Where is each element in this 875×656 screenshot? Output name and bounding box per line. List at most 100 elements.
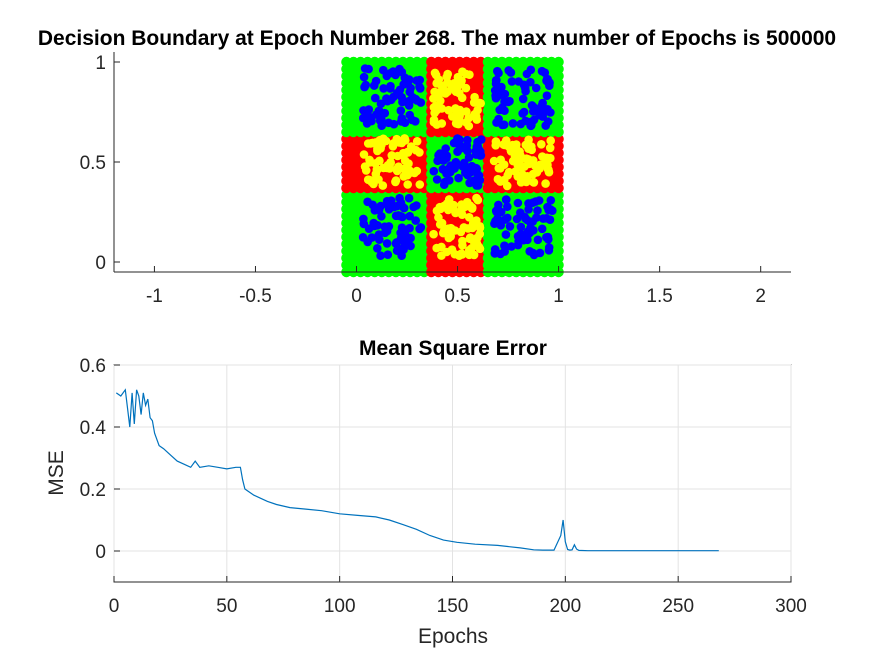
- sample-point: [528, 248, 538, 258]
- sample-point: [544, 167, 554, 177]
- sample-point: [500, 97, 509, 106]
- sample-point: [498, 120, 507, 130]
- sample-point: [406, 83, 415, 93]
- sample-point: [518, 109, 527, 118]
- sample-point: [507, 242, 516, 251]
- sample-point: [434, 213, 443, 222]
- sample-point: [437, 251, 446, 260]
- sample-point: [391, 176, 401, 185]
- sample-point: [541, 121, 550, 130]
- bottom-x-tick-label: 200: [549, 596, 581, 617]
- sample-point: [491, 137, 501, 146]
- sample-point: [546, 153, 555, 163]
- sample-point: [378, 181, 388, 190]
- sample-point: [466, 234, 475, 244]
- sample-point: [542, 91, 552, 100]
- sample-point: [472, 181, 481, 190]
- sample-point: [359, 72, 369, 82]
- sample-point: [415, 180, 425, 189]
- sample-point: [493, 174, 503, 184]
- sample-point: [546, 196, 556, 205]
- sample-point: [531, 83, 541, 93]
- sample-point: [459, 158, 469, 168]
- sample-point: [501, 230, 511, 239]
- sample-point: [379, 84, 388, 93]
- sample-point: [404, 101, 414, 110]
- sample-point: [467, 161, 477, 171]
- sample-point: [465, 250, 474, 260]
- bottom-y-tick-label: 0.2: [80, 480, 106, 501]
- sample-point: [493, 204, 503, 214]
- bottom-y-axis-label: MSE: [45, 450, 68, 496]
- sample-point: [404, 193, 414, 203]
- sample-point: [398, 244, 407, 253]
- top-x-tick-label: -1: [146, 286, 163, 307]
- top-y-tick-label: 0: [95, 253, 106, 274]
- sample-point: [394, 162, 403, 171]
- top-y-tick-label: 1: [95, 53, 106, 74]
- sample-point: [404, 159, 413, 168]
- sample-point: [472, 216, 481, 225]
- bottom-y-tick-label: 0: [95, 542, 106, 563]
- top-x-ticks: -1 -0.5 0 0.5 1 1.5 2: [146, 266, 766, 307]
- sample-point: [470, 109, 480, 119]
- sample-point: [376, 99, 386, 109]
- sample-point: [501, 195, 511, 204]
- sample-point: [373, 221, 382, 230]
- sample-point: [443, 69, 453, 79]
- sample-point: [375, 116, 385, 125]
- sample-point: [411, 216, 421, 225]
- sample-point: [496, 249, 505, 259]
- sample-point: [516, 229, 526, 239]
- sample-point: [533, 235, 543, 245]
- sample-point: [538, 98, 547, 108]
- bottom-x-tick-label: 250: [662, 596, 694, 617]
- sample-point: [412, 76, 421, 85]
- sample-point: [438, 165, 448, 174]
- sample-point: [491, 93, 501, 103]
- sample-point: [542, 233, 551, 242]
- sample-point: [373, 144, 382, 153]
- sample-point: [412, 137, 422, 146]
- sample-point: [533, 206, 542, 215]
- sample-point: [447, 245, 457, 254]
- sample-point: [391, 239, 401, 248]
- sample-point: [506, 147, 516, 156]
- sample-point: [537, 224, 547, 234]
- sample-point: [396, 106, 406, 115]
- sample-point: [416, 223, 426, 232]
- sample-point: [518, 94, 528, 104]
- bottom-y-ticks: 0 0.2 0.4 0.6: [80, 356, 120, 563]
- sample-point: [526, 77, 535, 87]
- sample-point: [520, 212, 529, 222]
- sample-point: [519, 80, 529, 90]
- sample-point: [363, 197, 372, 207]
- sample-point: [441, 144, 451, 153]
- sample-point: [493, 66, 502, 76]
- sample-point: [436, 96, 445, 106]
- sample-point: [489, 156, 499, 166]
- sample-point: [383, 250, 393, 259]
- sample-point: [387, 151, 397, 160]
- sample-point: [396, 198, 406, 207]
- sample-point: [545, 143, 555, 153]
- sample-point: [490, 219, 499, 228]
- sample-point: [397, 226, 407, 235]
- sample-point: [461, 168, 470, 177]
- sample-point: [535, 164, 545, 173]
- sample-point: [543, 202, 552, 212]
- sample-point: [444, 233, 454, 243]
- sample-point: [362, 119, 372, 128]
- sample-point: [376, 251, 385, 260]
- top-x-tick-label: 0.5: [444, 286, 470, 307]
- top-plot-title: Decision Boundary at Epoch Number 268. T…: [38, 27, 836, 50]
- sample-point: [379, 65, 388, 75]
- sample-point: [375, 235, 384, 244]
- sample-point: [500, 106, 509, 115]
- sample-point: [507, 77, 517, 86]
- sample-point: [434, 151, 443, 160]
- sample-point: [499, 160, 509, 169]
- sample-point: [434, 75, 444, 84]
- sample-point: [373, 244, 382, 253]
- top-x-tick-label: 1: [553, 286, 564, 307]
